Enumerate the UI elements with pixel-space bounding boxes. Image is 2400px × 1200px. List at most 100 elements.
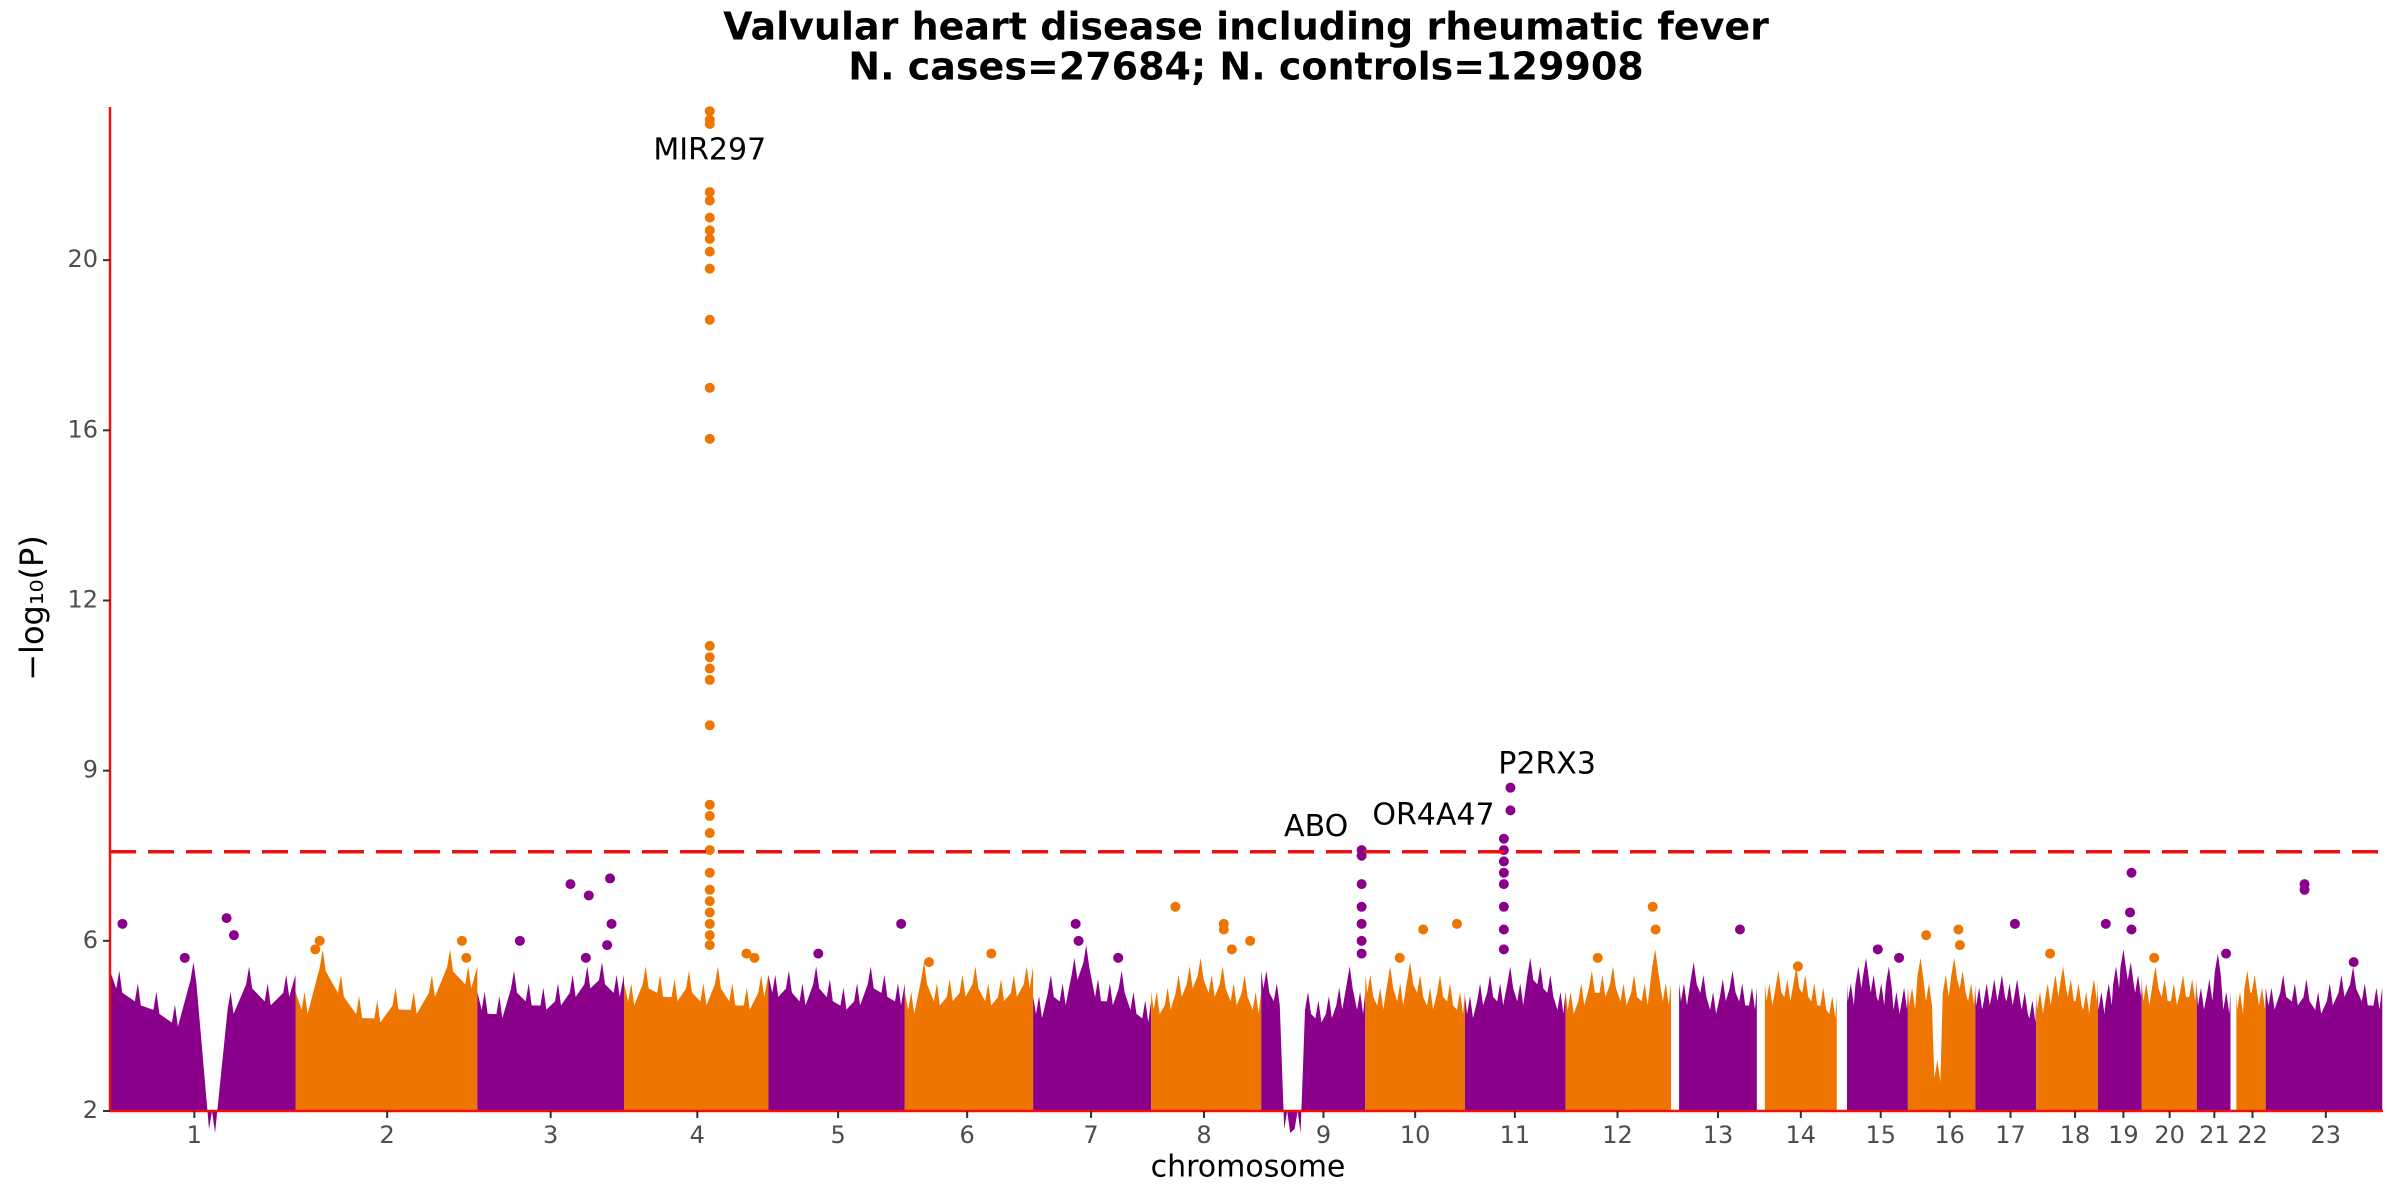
snp-point xyxy=(1073,935,1084,946)
snp-point xyxy=(1498,833,1509,844)
x-tick-label: 6 xyxy=(960,1121,975,1149)
snp-point xyxy=(704,652,715,663)
annotation: MIR297 xyxy=(653,133,766,168)
snp-point xyxy=(704,225,715,236)
x-tick-label: 15 xyxy=(1865,1121,1896,1149)
snp-point xyxy=(1498,867,1509,878)
chromosome-cloud xyxy=(2036,966,2098,1111)
snp-point xyxy=(704,940,715,951)
y-tick-label: 20 xyxy=(67,245,98,273)
snp-point xyxy=(605,873,616,884)
snp-point xyxy=(1505,805,1516,816)
annotation: OR4A47 xyxy=(1372,798,1494,833)
snp-point xyxy=(704,674,715,685)
x-tick-label: 8 xyxy=(1196,1121,1211,1149)
x-tick-label: 16 xyxy=(1934,1121,1965,1149)
x-tick-label: 23 xyxy=(2311,1121,2342,1149)
snp-point xyxy=(704,930,715,941)
x-tick-label: 5 xyxy=(830,1121,845,1149)
snp-point xyxy=(896,918,907,929)
snp-point xyxy=(704,195,715,206)
chromosome-cloud xyxy=(2196,953,2231,1111)
snp-point xyxy=(813,948,824,959)
snp-point xyxy=(704,896,715,907)
snp-point xyxy=(580,952,591,963)
x-tick-label: 7 xyxy=(1083,1121,1098,1149)
snp-point xyxy=(1070,918,1081,929)
annotation: ABO xyxy=(1284,809,1348,844)
snp-point xyxy=(179,952,190,963)
x-tick-label: 1 xyxy=(187,1121,202,1149)
snp-point xyxy=(1498,901,1509,912)
snp-point xyxy=(1650,924,1661,935)
snp-point xyxy=(1498,879,1509,890)
snp-point xyxy=(704,867,715,878)
chromosome-cloud xyxy=(2236,970,2266,1111)
x-tick-label: 13 xyxy=(1703,1121,1734,1149)
x-tick-label: 11 xyxy=(1500,1121,1531,1149)
chromosome-cloud xyxy=(1679,962,1757,1111)
chromosome-cloud xyxy=(1033,945,1152,1111)
snp-point xyxy=(1356,935,1367,946)
x-tick-label: 18 xyxy=(2060,1121,2091,1149)
snp-point xyxy=(2100,918,2111,929)
snp-point xyxy=(704,811,715,822)
snp-point xyxy=(704,187,715,198)
snp-point xyxy=(704,907,715,918)
chromosome-cloud xyxy=(1907,957,1976,1111)
y-tick-label: 6 xyxy=(83,926,98,954)
y-axis-label: −log₁₀(P) xyxy=(13,535,51,681)
x-tick-label: 12 xyxy=(1602,1121,1633,1149)
snp-point xyxy=(2348,957,2359,968)
x-tick-label: 17 xyxy=(1995,1121,2026,1149)
snp-point xyxy=(1356,879,1367,890)
x-tick-label: 20 xyxy=(2154,1121,2185,1149)
snp-point xyxy=(741,948,752,959)
snp-point xyxy=(924,957,935,968)
chromosome-cloud xyxy=(1565,949,1672,1111)
snp-point xyxy=(1245,935,1256,946)
snp-point xyxy=(583,890,594,901)
snp-point xyxy=(749,952,760,963)
snp-point xyxy=(2299,879,2310,890)
snp-point xyxy=(565,879,576,890)
snp-point xyxy=(2126,867,2137,878)
snp-point xyxy=(1953,924,1964,935)
chromosome-cloud xyxy=(1764,966,1837,1111)
snp-point xyxy=(1451,918,1462,929)
y-tick-label: 16 xyxy=(67,415,98,443)
chromosome-cloud xyxy=(2097,949,2142,1111)
chromosome-cloud xyxy=(904,962,1034,1111)
snp-point xyxy=(704,233,715,244)
y-tick-label: 2 xyxy=(83,1096,98,1124)
snp-point xyxy=(602,940,613,951)
snp-point xyxy=(314,935,325,946)
chromosome-cloud xyxy=(1261,966,1366,1133)
snp-point xyxy=(1734,924,1745,935)
chromosome-cloud xyxy=(1151,957,1262,1111)
y-tick-label: 12 xyxy=(67,585,98,613)
snp-point xyxy=(1921,930,1932,941)
snp-point xyxy=(1356,901,1367,912)
snp-point xyxy=(228,930,239,941)
x-tick-label: 9 xyxy=(1316,1121,1331,1149)
chromosome-cloud xyxy=(768,966,905,1111)
x-tick-label: 19 xyxy=(2108,1121,2139,1149)
snp-point xyxy=(1792,961,1803,972)
x-tick-label: 3 xyxy=(543,1121,558,1149)
chromosome-cloud xyxy=(623,966,769,1111)
snp-point xyxy=(1356,918,1367,929)
snp-point xyxy=(606,918,617,929)
snp-point xyxy=(2221,948,2232,959)
annotation: P2RX3 xyxy=(1498,746,1596,781)
x-tick-label: 14 xyxy=(1786,1121,1817,1149)
chromosome-cloud xyxy=(110,962,296,1133)
snp-point xyxy=(704,663,715,674)
snp-point xyxy=(1505,782,1516,793)
snp-point xyxy=(221,913,232,924)
snp-point xyxy=(1218,924,1229,935)
snp-point xyxy=(704,246,715,257)
snp-point xyxy=(704,433,715,444)
chromosome-cloud xyxy=(2265,966,2383,1111)
